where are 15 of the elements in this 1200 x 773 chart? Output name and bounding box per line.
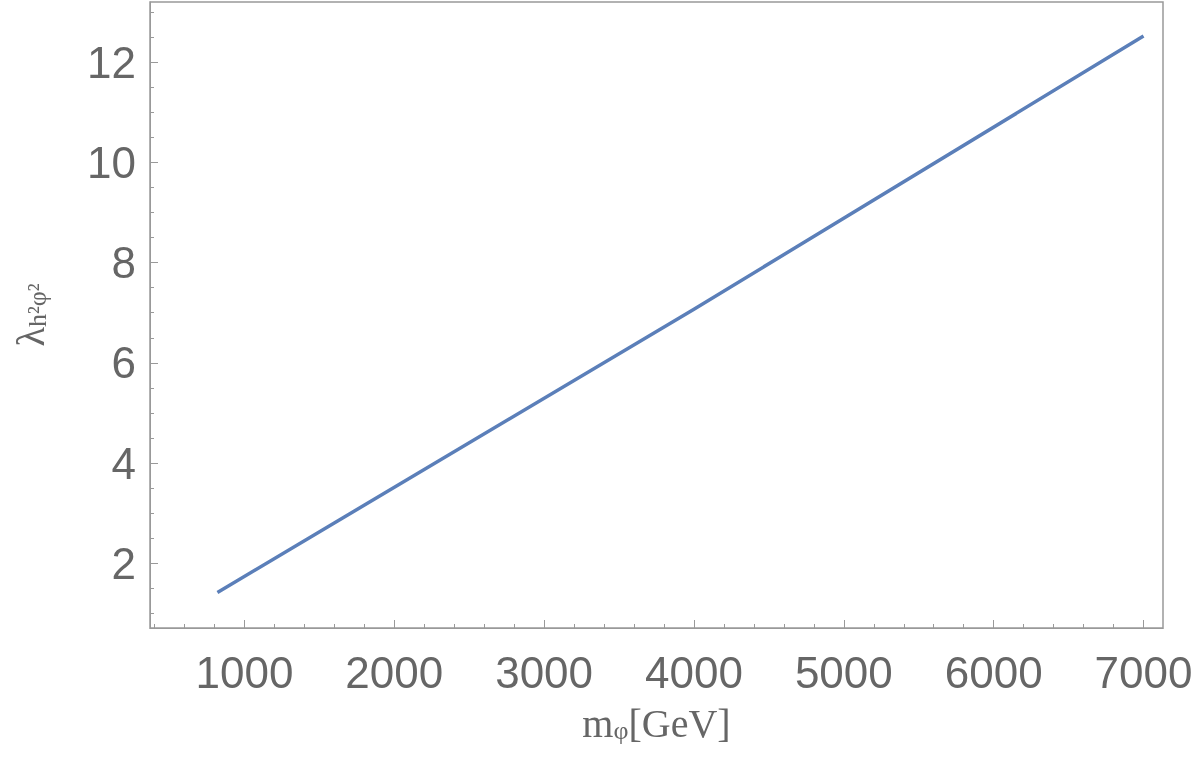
x-axis-title: mφ[GeV]: [582, 700, 731, 746]
x-tick-label: 7000: [1094, 647, 1193, 697]
y-tick-label: 10: [87, 137, 136, 187]
y-tick-label: 8: [111, 238, 136, 288]
y-tick-label: 6: [111, 338, 136, 388]
x-tick-label: 3000: [495, 647, 594, 697]
x-tick-label: 5000: [794, 647, 893, 697]
x-tick-label: 6000: [944, 647, 1043, 697]
y-axis-title: λh²φ²: [7, 283, 53, 347]
y-tick-label: 4: [111, 438, 136, 488]
x-tick-label: 1000: [195, 647, 294, 697]
y-tick-label: 12: [87, 37, 136, 87]
x-tick-label: 4000: [645, 647, 743, 697]
x-tick-label: 2000: [345, 647, 444, 697]
y-tick-label: 2: [111, 538, 136, 588]
